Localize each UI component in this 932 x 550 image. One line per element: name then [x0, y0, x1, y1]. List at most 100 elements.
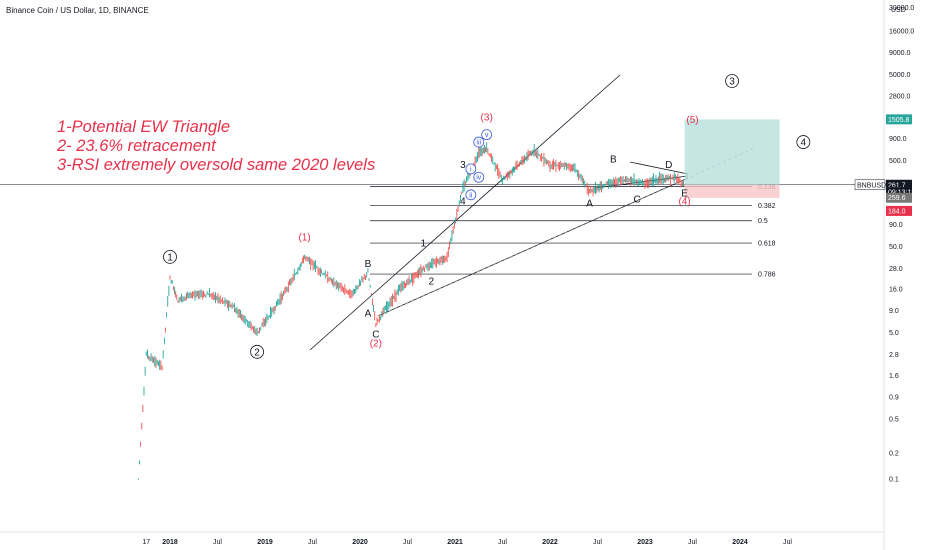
price-tag-label: BNBUSD — [857, 182, 886, 189]
subwave-label: i — [470, 166, 472, 173]
x-tick-label: 2018 — [162, 539, 178, 546]
subwave-label: iv — [476, 175, 482, 182]
wave-label: (5) — [686, 115, 698, 126]
annotation-text: 1-Potential EW Triangle 2- 23.6% retrace… — [57, 118, 375, 175]
chart-title: Binance Coin / US Dollar, 1D, BINANCE — [6, 6, 149, 15]
wave-circle — [796, 135, 811, 149]
wave-label: B — [365, 259, 372, 270]
x-tick-label: 2023 — [637, 539, 653, 546]
y-tick-label: 5.0 — [889, 330, 899, 337]
subwave-circle — [473, 171, 485, 183]
wave-label: (2) — [370, 338, 382, 349]
price-tag-label: 261.7 — [888, 182, 906, 189]
subwave-label: iii — [476, 140, 481, 147]
target-zone — [684, 119, 780, 185]
wave-label: (3) — [481, 113, 493, 124]
wave-label: 1 — [167, 252, 173, 263]
y-tick-label: 0.1 — [889, 476, 899, 483]
y-tick-label: 2800.0 — [889, 94, 911, 101]
price-tag — [886, 114, 912, 125]
stop-zone — [684, 184, 780, 198]
x-tick-label: Jul — [593, 539, 602, 546]
wave-label: 4 — [460, 196, 466, 207]
wave-labels: 1234(1)(2)(3)(5)(4)ABC12345iiiiiiivvABCD… — [163, 74, 811, 359]
wave-label: (1) — [298, 232, 310, 243]
price-tag-label: 259.6 — [888, 195, 906, 202]
wave-label: 3 — [460, 160, 466, 171]
annotation-line-2: 2- 23.6% retracement — [57, 137, 216, 155]
annotation-line-3: 3-RSI extremely oversold same 2020 level… — [57, 156, 376, 174]
price-tag — [854, 179, 886, 191]
subwave-circle — [465, 189, 477, 201]
fib-label: 0.618 — [758, 241, 776, 248]
price-tag-label: 1505.8 — [888, 117, 910, 124]
x-tick-label: 2019 — [257, 539, 273, 546]
subwave-circle — [481, 129, 493, 141]
y-axis-unit: USD — [891, 7, 906, 14]
x-tick-label: Jul — [213, 539, 222, 546]
price-tag — [886, 205, 912, 216]
x-tick-label: Jul — [498, 539, 507, 546]
wave-circle — [163, 249, 177, 264]
y-tick-label: 16.0 — [889, 287, 903, 294]
y-tick-label: 2.8 — [889, 352, 899, 359]
x-tick-label: 2020 — [352, 539, 368, 546]
price-tag — [886, 179, 912, 190]
subwave-circle — [465, 163, 477, 175]
y-tick-label: 0.5 — [889, 416, 899, 423]
wave-label: A — [586, 199, 593, 210]
wave-label: E — [681, 188, 688, 199]
y-tick-label: 28.0 — [889, 266, 903, 273]
wave-label: B — [610, 155, 617, 166]
x-axis: 17 2018 Jul 2019 Jul 2020 Jul 2021 Jul 2022 Jul 202… — [0, 531, 884, 546]
y-tick-label: 0.9 — [889, 394, 899, 401]
y-tick-label: 50.0 — [889, 244, 903, 251]
y-tick-label: 900.0 — [889, 136, 907, 143]
price-tag — [886, 192, 912, 203]
subwave-label: ii — [469, 192, 473, 199]
y-tick-label: 9.0 — [889, 308, 899, 315]
wave-circle — [725, 74, 739, 88]
wave-label: C — [633, 194, 640, 205]
subwave-circle — [473, 136, 485, 148]
x-tick-label: 17 — [142, 539, 150, 546]
x-tick-label: Jul — [308, 539, 317, 546]
y-axis: USD30000.016000.09000.05000.02800.01600.… — [883, 0, 914, 550]
price-tag — [886, 187, 912, 198]
wave-label: 3 — [729, 77, 735, 88]
y-tick-label: 16000.0 — [889, 29, 914, 36]
price-series — [137, 142, 684, 480]
wave-circle — [250, 344, 264, 359]
trend-channel — [0, 74, 884, 351]
x-tick-label: 2021 — [447, 539, 463, 546]
fib-label: 0.382 — [758, 203, 776, 210]
wave-label: 2 — [254, 347, 260, 358]
annotation-line-1: 1-Potential EW Triangle — [57, 118, 231, 136]
wave-label: 1 — [421, 239, 427, 250]
position-box — [684, 119, 780, 198]
y-tick-label: 90.0 — [889, 222, 903, 229]
x-tick-label: 2024 — [732, 539, 748, 546]
wave-label: A — [365, 308, 372, 319]
y-tick-label: 9000.0 — [889, 50, 911, 57]
y-tick-label: 1.6 — [889, 373, 899, 380]
y-tick-label: 30000.0 — [889, 5, 914, 12]
x-tick-label: 2022 — [542, 539, 558, 546]
price-tag-label: 184.0 — [888, 208, 906, 215]
fib-label: 0.5 — [758, 218, 768, 225]
x-tick-label: Jul — [403, 539, 412, 546]
channel-upper-line — [309, 74, 621, 351]
triangle-upper-line — [629, 161, 689, 175]
y-tick-label: 500.0 — [889, 158, 907, 165]
wave-label: C — [372, 330, 379, 341]
subwave-label: v — [485, 132, 489, 139]
wave-label: 4 — [801, 138, 807, 149]
wave-label: (4) — [678, 196, 690, 207]
wave-label: 2 — [428, 276, 434, 287]
fib-label: 0.786 — [758, 272, 776, 279]
y-tick-label: 5000.0 — [889, 72, 911, 79]
y-tick-label: 0.2 — [889, 451, 899, 458]
wave-label: D — [665, 160, 672, 171]
